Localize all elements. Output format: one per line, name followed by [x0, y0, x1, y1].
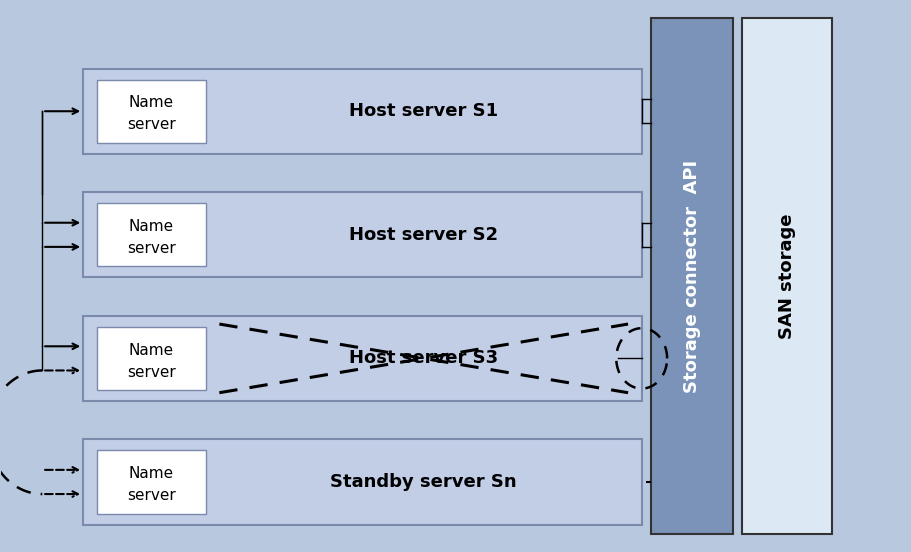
- Text: Storage connector  API: Storage connector API: [682, 160, 701, 392]
- Text: server: server: [127, 241, 176, 256]
- Bar: [83, 316, 641, 401]
- Bar: [97, 327, 206, 390]
- Text: Name: Name: [128, 466, 174, 481]
- Bar: [742, 18, 833, 534]
- Bar: [650, 18, 732, 534]
- Bar: [97, 450, 206, 513]
- Bar: [97, 79, 206, 143]
- Text: server: server: [127, 488, 176, 503]
- Bar: [83, 192, 641, 277]
- Text: server: server: [127, 118, 176, 132]
- Text: server: server: [127, 365, 176, 380]
- Text: SAN storage: SAN storage: [778, 213, 796, 339]
- Text: Name: Name: [128, 219, 174, 234]
- Text: Host server S1: Host server S1: [349, 102, 498, 120]
- Text: Standby server Sn: Standby server Sn: [331, 473, 517, 491]
- Text: Name: Name: [128, 95, 174, 110]
- Bar: [83, 439, 641, 524]
- Bar: [97, 203, 206, 267]
- Text: Host server S3: Host server S3: [349, 349, 498, 368]
- Bar: [83, 68, 641, 154]
- Text: Host server S2: Host server S2: [349, 226, 498, 244]
- Text: Name: Name: [128, 343, 174, 358]
